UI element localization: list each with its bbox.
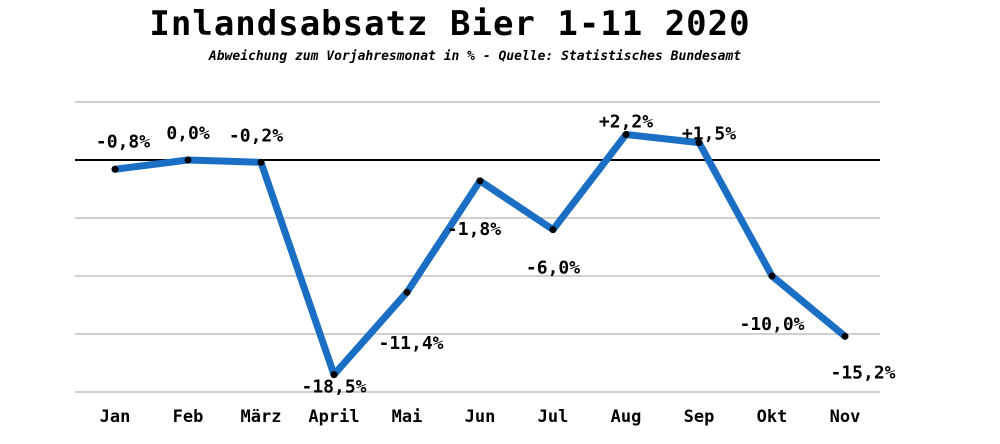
- x-axis-ticks: Jan Feb März April Mai Jun Jul Aug Sep Okt Nov: [100, 407, 861, 427]
- data-label-aug: +2,2%: [599, 111, 653, 132]
- data-label-mai: -11,4%: [378, 333, 443, 354]
- data-point-okt: [768, 272, 776, 280]
- data-label-april: -18,5%: [301, 377, 366, 398]
- data-label-märz: -0,2%: [229, 125, 283, 146]
- data-label-okt: -10,0%: [739, 314, 804, 335]
- data-label-jun: -1,8%: [447, 219, 501, 240]
- data-points: [111, 130, 849, 379]
- data-point-feb: [184, 156, 192, 164]
- chart-subtitle: Abweichung zum Vorjahresmonat in % - Que…: [208, 49, 742, 64]
- data-point-jun: [476, 177, 484, 185]
- x-tick-jan: Jan: [100, 407, 131, 427]
- data-labels: -0,8% 0,0% -0,2% -18,5% -11,4% -1,8% -6,0% +2,2…: [96, 111, 896, 397]
- x-tick-okt: Okt: [757, 407, 788, 427]
- data-label-jan: -0,8%: [96, 131, 150, 152]
- data-point-mai: [403, 288, 411, 296]
- chart-title: Inlandsabsatz Bier 1-11 2020: [149, 4, 751, 44]
- x-tick-mai: Mai: [392, 407, 423, 427]
- x-tick-april: April: [308, 407, 359, 427]
- data-point-jan: [111, 165, 119, 173]
- x-tick-nov: Nov: [830, 407, 861, 427]
- data-point-sep: [695, 139, 703, 147]
- data-point-aug: [622, 130, 630, 138]
- x-tick-jun: Jun: [465, 407, 496, 427]
- x-tick-feb: Feb: [173, 407, 204, 427]
- data-point-jul: [549, 226, 557, 234]
- data-label-jul: -6,0%: [526, 258, 580, 279]
- x-tick-sep: Sep: [684, 407, 715, 427]
- x-tick-aug: Aug: [611, 407, 642, 427]
- data-label-nov: -15,2%: [830, 362, 895, 383]
- x-tick-märz: März: [241, 407, 282, 427]
- data-label-sep: +1,5%: [682, 124, 736, 145]
- data-point-april: [330, 371, 338, 379]
- data-point-märz: [257, 158, 265, 166]
- data-label-feb: 0,0%: [166, 123, 210, 144]
- data-point-nov: [841, 332, 849, 340]
- x-tick-jul: Jul: [538, 407, 569, 427]
- series-line: [111, 130, 849, 379]
- series-polyline: [111, 130, 849, 379]
